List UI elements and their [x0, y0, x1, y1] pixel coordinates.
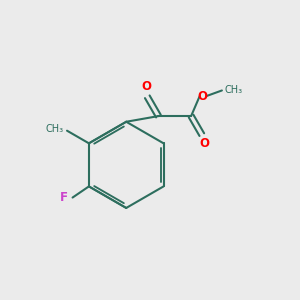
Text: O: O — [198, 89, 208, 103]
Text: CH₃: CH₃ — [45, 124, 64, 134]
Text: O: O — [142, 80, 152, 93]
Text: CH₃: CH₃ — [225, 85, 243, 95]
Text: O: O — [199, 137, 209, 150]
Text: F: F — [60, 191, 68, 204]
